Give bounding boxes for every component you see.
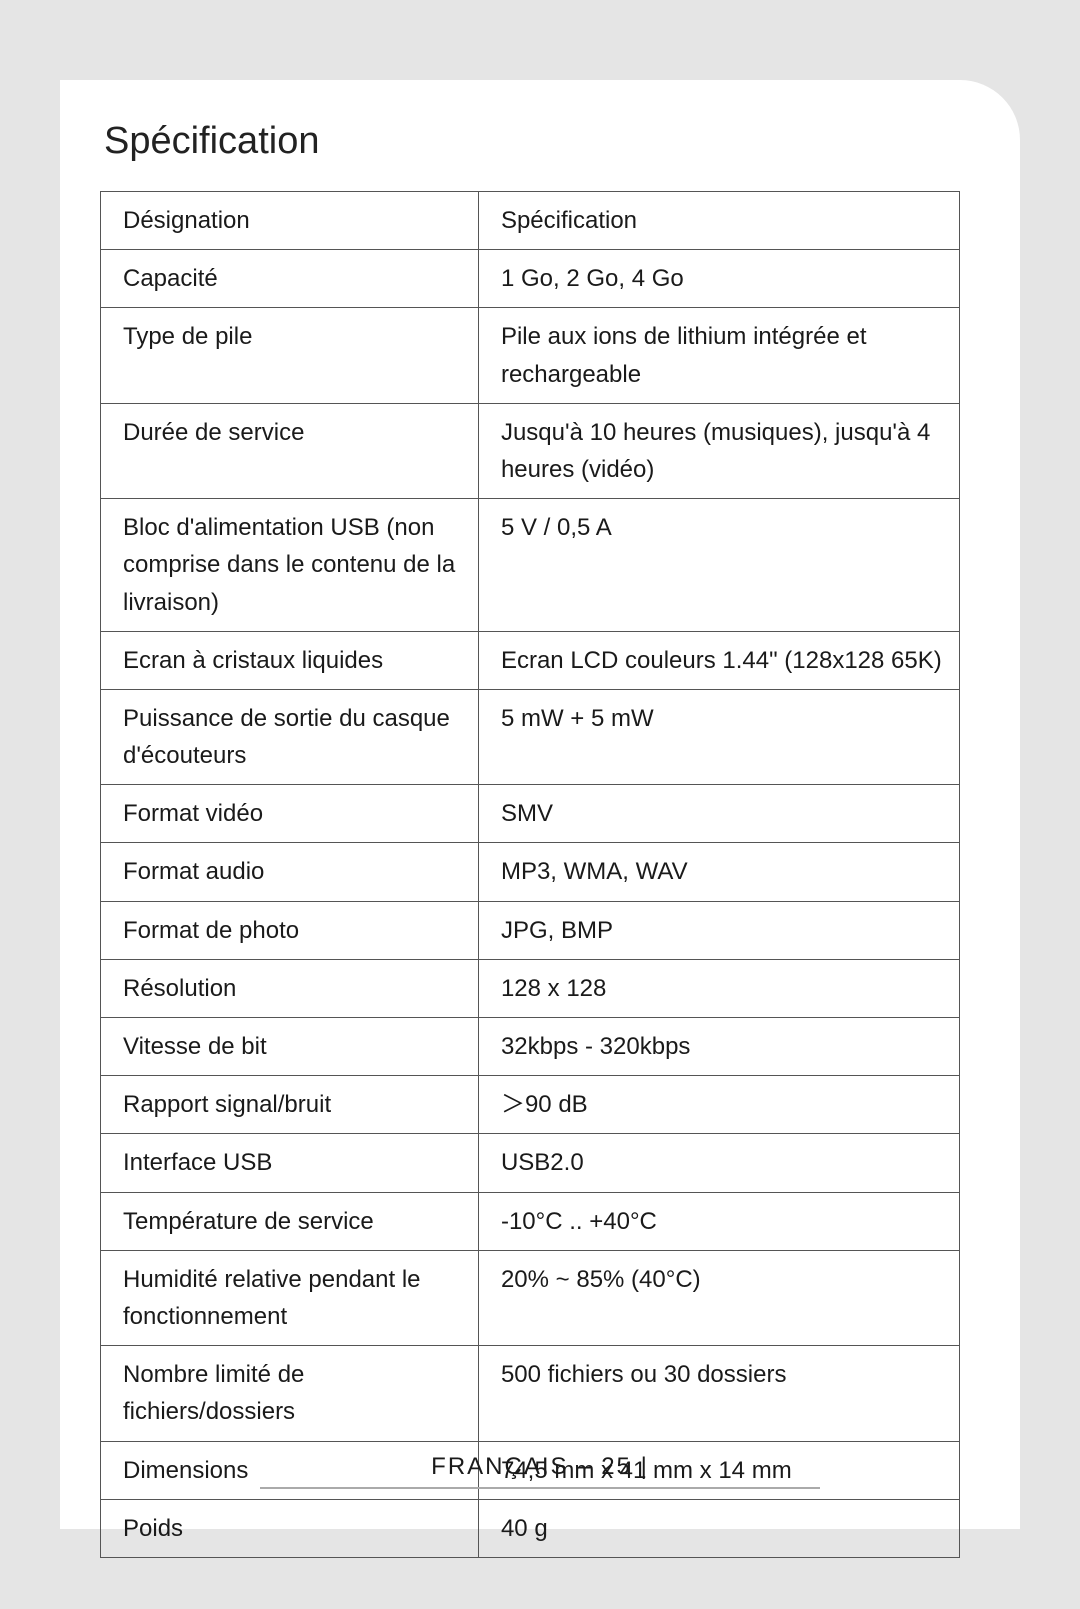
table-row: Puissance de sortie du casque d'écouteur… [101,689,960,784]
spec-table: DésignationSpécification Capacité1 Go, 2… [100,191,960,1558]
spec-value: 128 x 128 [478,959,959,1017]
spec-label: Désignation [101,192,479,250]
table-row: Rapport signal/bruit＞90 dB [101,1076,960,1134]
spec-value: 1 Go, 2 Go, 4 Go [478,250,959,308]
spec-label: Interface USB [101,1134,479,1192]
table-row: Température de service-10°C .. +40°C [101,1192,960,1250]
table-row: Bloc d'alimentation USB (non comprise da… [101,499,960,632]
spec-label: Format audio [101,843,479,901]
table-row: Nombre limité de fichiers/dossiers500 fi… [101,1346,960,1441]
spec-label: Poids [101,1499,479,1557]
spec-value: 5 V / 0,5 A [478,499,959,632]
table-row: Capacité1 Go, 2 Go, 4 Go [101,250,960,308]
spec-value: 500 fichiers ou 30 dossiers [478,1346,959,1441]
spec-value: 40 g [478,1499,959,1557]
page-title: Spécification [104,120,960,163]
table-row: Format vidéoSMV [101,785,960,843]
spec-label: Format de photo [101,901,479,959]
spec-value: USB2.0 [478,1134,959,1192]
spec-label: Température de service [101,1192,479,1250]
table-row: Durée de serviceJusqu'à 10 heures (musiq… [101,403,960,498]
spec-label: Puissance de sortie du casque d'écouteur… [101,689,479,784]
page-footer: FRANÇAIS – 25 | [260,1453,820,1489]
spec-value: SMV [478,785,959,843]
table-row: Format audioMP3, WMA, WAV [101,843,960,901]
spec-value: 32kbps - 320kbps [478,1018,959,1076]
spec-label: Format vidéo [101,785,479,843]
spec-label: Humidité relative pendant le fonctionnem… [101,1250,479,1345]
spec-value: 5 mW + 5 mW [478,689,959,784]
spec-value: 20% ~ 85% (40°C) [478,1250,959,1345]
table-row: Ecran à cristaux liquidesEcran LCD coule… [101,631,960,689]
spec-label: Vitesse de bit [101,1018,479,1076]
document-page: Spécification DésignationSpécification C… [60,80,1020,1529]
table-row: Poids40 g [101,1499,960,1557]
spec-value: ＞90 dB [478,1076,959,1134]
spec-label: Type de pile [101,308,479,403]
table-row: Type de pilePile aux ions de lithium int… [101,308,960,403]
spec-value: Pile aux ions de lithium intégrée et rec… [478,308,959,403]
table-row: Interface USBUSB2.0 [101,1134,960,1192]
spec-value: Jusqu'à 10 heures (musiques), jusqu'à 4 … [478,403,959,498]
spec-value: Spécification [478,192,959,250]
spec-label: Bloc d'alimentation USB (non comprise da… [101,499,479,632]
table-row: Résolution128 x 128 [101,959,960,1017]
spec-label: Ecran à cristaux liquides [101,631,479,689]
table-row: Humidité relative pendant le fonctionnem… [101,1250,960,1345]
table-row: DésignationSpécification [101,192,960,250]
spec-label: Durée de service [101,403,479,498]
table-row: Vitesse de bit32kbps - 320kbps [101,1018,960,1076]
spec-value: Ecran LCD couleurs 1.44" (128x128 65K) [478,631,959,689]
spec-label: Nombre limité de fichiers/dossiers [101,1346,479,1441]
spec-value: -10°C .. +40°C [478,1192,959,1250]
spec-label: Résolution [101,959,479,1017]
spec-label: Rapport signal/bruit [101,1076,479,1134]
table-row: Format de photoJPG, BMP [101,901,960,959]
spec-label: Capacité [101,250,479,308]
spec-value: JPG, BMP [478,901,959,959]
spec-value: MP3, WMA, WAV [478,843,959,901]
